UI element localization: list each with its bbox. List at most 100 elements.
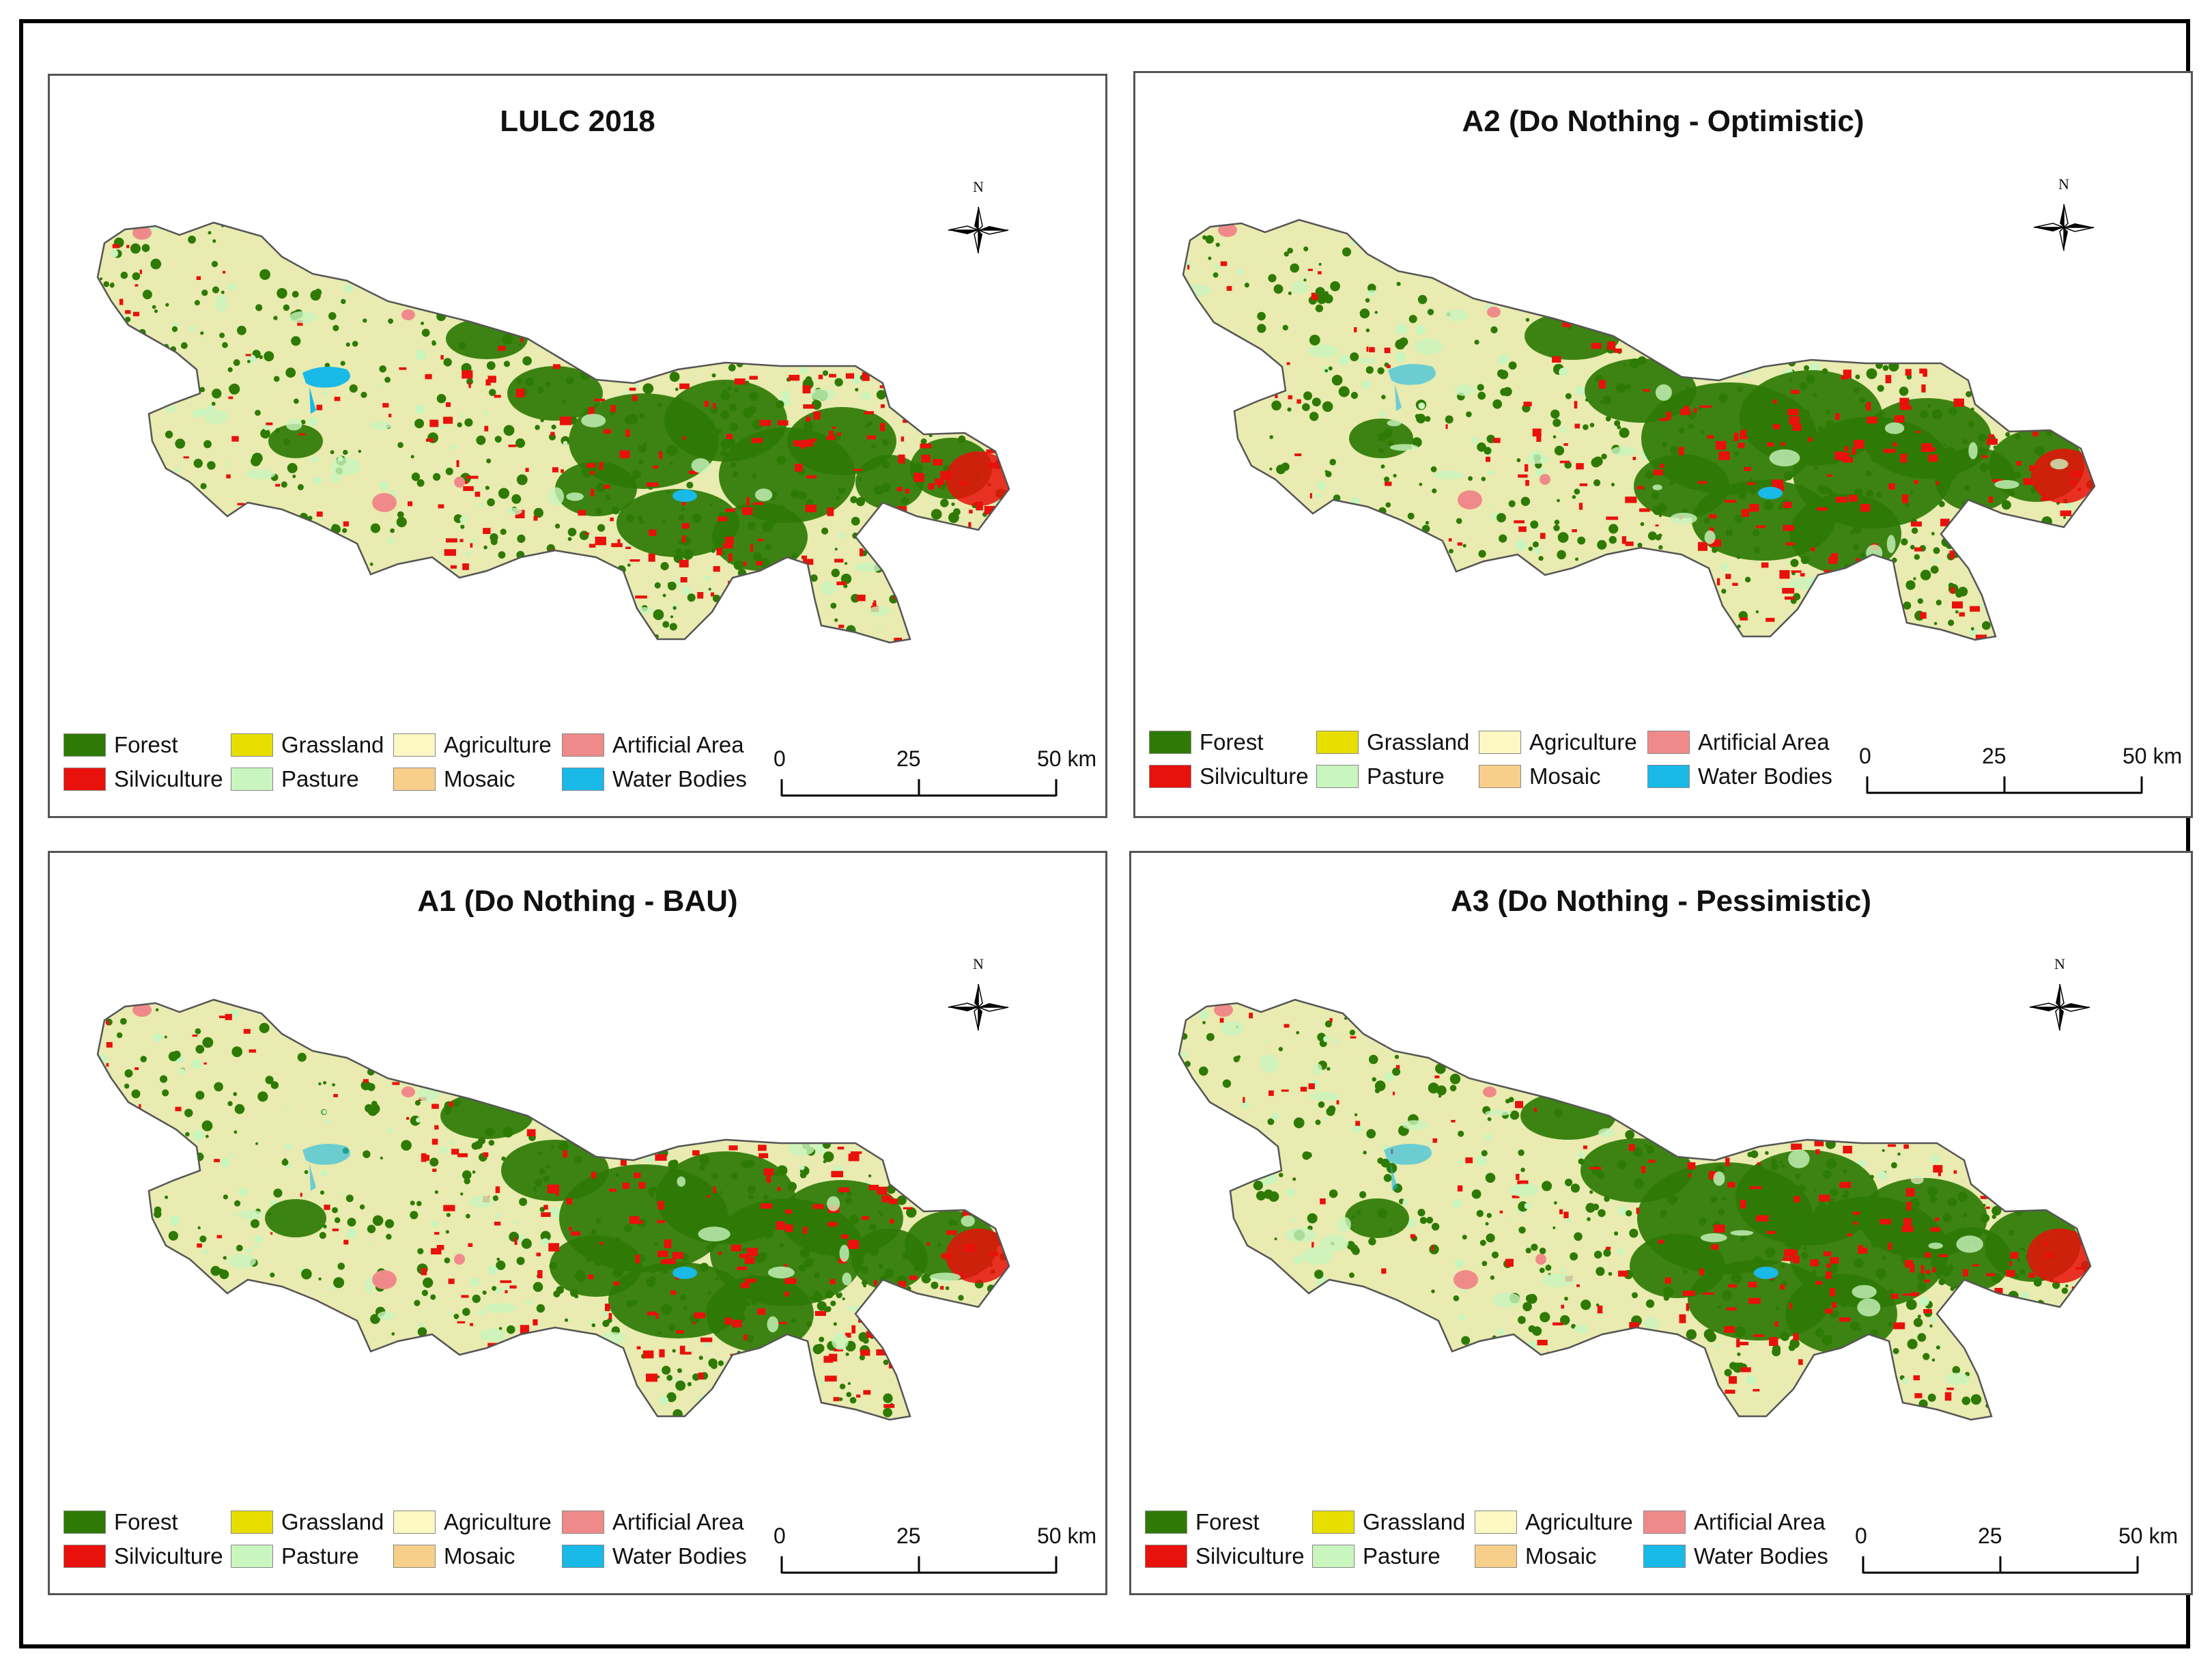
- legend-item: Grassland: [231, 1508, 384, 1536]
- legend-item: Water Bodies: [562, 1543, 747, 1570]
- legend-item: Silviculture: [63, 766, 223, 793]
- north-arrow-icon: [2033, 203, 2095, 251]
- lulc-map: [1178, 998, 2092, 1421]
- legend-swatch: [1145, 1511, 1187, 1534]
- panel-title: A1 (Do Nothing - BAU): [417, 884, 738, 918]
- legend-item: Water Bodies: [562, 766, 747, 793]
- scale-bar: 0 25 50 km: [774, 731, 1101, 800]
- scale-tick-label: 0: [1859, 744, 1871, 768]
- scale-tick-label: 50 km: [2118, 1523, 2179, 1548]
- legend-swatch: [1316, 765, 1359, 788]
- legend-label: Artificial Area: [612, 732, 744, 757]
- legend-item: Forest: [1149, 729, 1264, 756]
- legend: Forest Silviculture Grassland Pasture Agricu…: [1138, 1508, 1848, 1577]
- region-outline: [96, 221, 1010, 644]
- legend-swatch: [393, 1511, 436, 1534]
- legend-label: Pasture: [281, 1543, 359, 1569]
- scale-tick-label: 0: [1855, 1523, 1867, 1548]
- legend-item: Forest: [1145, 1508, 1260, 1536]
- north-arrow-icon: [948, 206, 1009, 254]
- legend-swatch: [1643, 1511, 1686, 1534]
- legend-label: Agriculture: [444, 732, 552, 757]
- legend-label: Artificial Area: [1694, 1509, 1826, 1534]
- legend-label: Agriculture: [1529, 729, 1637, 755]
- legend-label: Artificial Area: [612, 1509, 744, 1534]
- legend-label: Mosaic: [1525, 1543, 1597, 1569]
- legend-swatch: [1647, 765, 1690, 788]
- legend-swatch: [231, 1545, 273, 1568]
- legend-swatch: [1316, 731, 1359, 754]
- legend-swatch: [1312, 1511, 1355, 1534]
- region-outline: [96, 998, 1010, 1421]
- legend-swatch: [1149, 731, 1191, 754]
- legend-swatch: [562, 1511, 604, 1534]
- map-panel-lulc-2018: LULC 2018 N Forest Silviculture Grassland Pas…: [48, 74, 1107, 818]
- legend-swatch: [562, 733, 604, 757]
- legend-label: Forest: [114, 732, 178, 757]
- legend-item: Agriculture: [1475, 1508, 1633, 1536]
- north-label: N: [2058, 175, 2069, 193]
- panel-title: LULC 2018: [500, 104, 655, 138]
- legend-item: Silviculture: [1145, 1543, 1305, 1570]
- scale-bar: 0 25 50 km: [1859, 729, 2187, 797]
- legend-swatch: [393, 1545, 436, 1568]
- map-panel-a2: A2 (Do Nothing - Optimistic) N Forest Silvi…: [1133, 71, 2193, 818]
- legend: Forest Silviculture Grassland Pasture Agricu…: [57, 731, 767, 800]
- legend-swatch: [231, 733, 273, 757]
- legend-label: Pasture: [1367, 763, 1445, 789]
- legend-item: Grassland: [1312, 1508, 1465, 1536]
- legend-item: Agriculture: [1479, 729, 1637, 756]
- north-label: N: [2054, 955, 2065, 972]
- legend: Forest Silviculture Grassland Pasture Agricu…: [57, 1508, 767, 1577]
- panel-title: A2 (Do Nothing - Optimistic): [1462, 104, 1864, 138]
- legend-label: Mosaic: [444, 1543, 515, 1569]
- legend-item: Pasture: [1316, 763, 1445, 790]
- legend-item: Silviculture: [1149, 763, 1309, 790]
- legend-swatch: [1647, 731, 1690, 754]
- legend-item: Artificial Area: [562, 1508, 744, 1536]
- north-label: N: [973, 955, 984, 972]
- legend-swatch: [562, 768, 604, 791]
- north-arrow: N: [944, 178, 1012, 267]
- legend-item: Mosaic: [393, 1543, 515, 1570]
- legend-swatch: [63, 733, 106, 757]
- legend-label: Silviculture: [114, 766, 223, 791]
- legend-item: Pasture: [231, 766, 359, 793]
- legend-item: Grassland: [1316, 729, 1469, 756]
- legend-item: Forest: [63, 1508, 178, 1536]
- north-arrow: N: [944, 955, 1012, 1044]
- legend-swatch: [562, 1545, 604, 1568]
- north-arrow-icon: [2029, 983, 2090, 1031]
- north-arrow: N: [2026, 955, 2094, 1044]
- legend-label: Pasture: [281, 766, 359, 791]
- legend-label: Water Bodies: [1698, 763, 1832, 789]
- map-panel-a1: A1 (Do Nothing - BAU) N Forest Silviculture…: [48, 851, 1107, 1595]
- legend-label: Forest: [114, 1509, 178, 1534]
- legend-swatch: [393, 733, 436, 757]
- legend-label: Agriculture: [444, 1509, 552, 1534]
- legend-label: Water Bodies: [612, 1543, 747, 1569]
- legend-swatch: [63, 1545, 106, 1568]
- legend-swatch: [1145, 1545, 1187, 1568]
- legend-item: Silviculture: [63, 1543, 223, 1570]
- legend: Forest Silviculture Grassland Pasture Agricu…: [1142, 729, 1852, 797]
- legend-item: Artificial Area: [1643, 1508, 1826, 1536]
- scale-tick-label: 25: [896, 746, 921, 771]
- scale-tick-label: 25: [1982, 744, 2007, 768]
- legend-label: Grassland: [1363, 1509, 1466, 1534]
- legend-swatch: [1149, 765, 1191, 788]
- legend-item: Forest: [63, 731, 178, 759]
- legend-item: Mosaic: [1475, 1543, 1597, 1570]
- legend-swatch: [1643, 1545, 1686, 1568]
- legend-label: Silviculture: [1195, 1543, 1305, 1569]
- legend-item: Grassland: [231, 731, 384, 759]
- scale-bar: 0 25 50 km: [1855, 1508, 2183, 1577]
- legend-item: Mosaic: [1479, 763, 1601, 790]
- scale-bar: 0 25 50 km: [774, 1508, 1101, 1577]
- figure-frame: [19, 19, 2190, 1648]
- region-outline: [1182, 219, 2096, 641]
- legend-item: Water Bodies: [1647, 763, 1832, 790]
- legend-swatch: [231, 1511, 273, 1534]
- legend-label: Pasture: [1363, 1543, 1441, 1569]
- legend-label: Grassland: [281, 1509, 384, 1534]
